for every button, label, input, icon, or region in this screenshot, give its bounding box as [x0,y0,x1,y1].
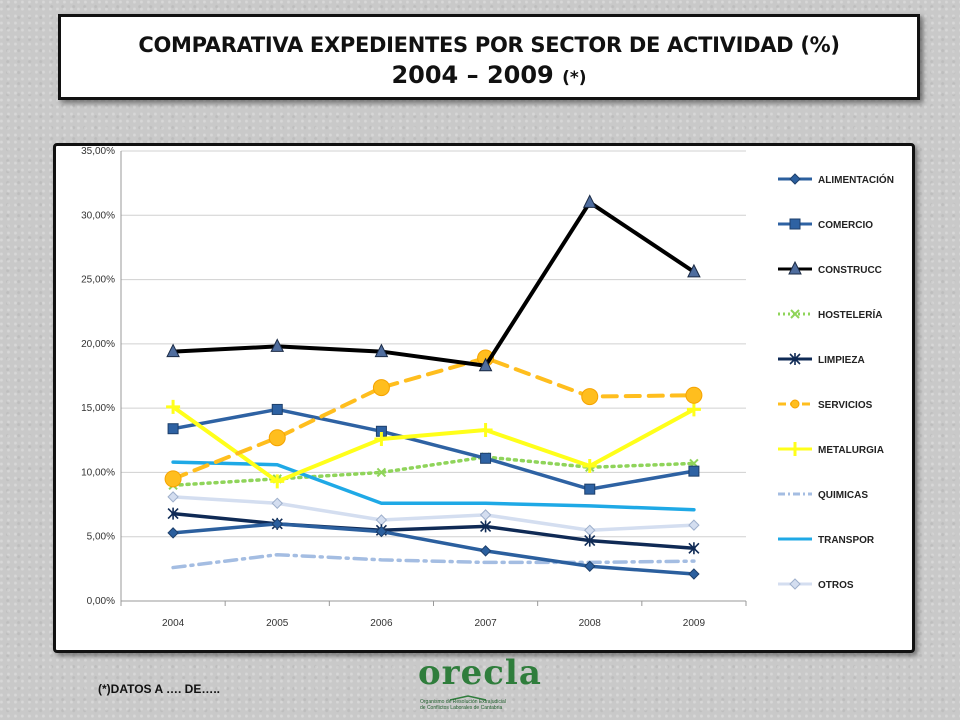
logo-chevron-icon [449,695,487,701]
legend-marker [789,173,801,185]
legend-marker [790,309,800,319]
logo-subtitle-line1: Organismo de Resolución Extrajudicial [420,699,506,705]
data-point [478,423,493,437]
data-point [584,483,596,495]
legend-label: LIMPIEZA [818,355,865,366]
x-tick-label: 2008 [579,618,602,629]
data-point [271,403,283,415]
series-line [171,522,696,576]
data-point [584,534,596,547]
logo-wordmark: orecla [418,653,542,693]
data-point [374,343,389,358]
data-point [374,432,389,446]
data-point [270,338,285,352]
orecla-logo: orecla Organismo de Resolución Extrajudi… [412,653,542,719]
y-tick-label: 0,00% [87,596,115,607]
x-tick-label: 2005 [266,618,289,629]
data-point [479,509,492,521]
data-point [582,194,597,208]
data-point [167,507,179,520]
title-box: COMPARATIVA EXPEDIENTES POR SECTOR DE AC… [58,14,920,100]
logo-subtitle-line2: de Conflictos Laborales de Cantabria [420,705,503,711]
x-tick-label: 2009 [683,618,706,629]
y-tick-label: 25,00% [81,275,115,286]
line-chart: 0,00% 5,00% 10,00% 15,00% 20,00% 25,00% 30,00%… [81,146,894,629]
data-point [581,388,599,406]
y-tick-label: 5,00% [87,532,115,543]
data-point [582,459,597,473]
data-point [479,545,492,557]
data-point [478,357,493,372]
x-tick-label: 2007 [474,618,497,629]
x-tick-label: 2004 [162,618,185,629]
series-line [171,495,696,533]
data-point [584,524,596,536]
data-point [685,386,703,404]
data-point [688,542,700,555]
footnote: (*)DATOS A …. DE….. [98,682,221,696]
chart-frame: 0,00% 5,00% 10,00% 15,00% 20,00% 25,00% 30,00%… [53,143,915,653]
data-point [688,465,700,477]
data-point [688,519,700,531]
legend-marker [789,218,801,230]
logo-subtitle: Organismo de Resolución Extrajudicial de… [420,699,506,711]
series-line [171,356,696,481]
data-point [271,497,283,509]
series-line [171,407,696,491]
title-note-marker: (*) [562,68,587,88]
data-point [375,514,388,526]
series-line [171,460,696,512]
data-point [686,402,701,417]
legend-label: HOSTELERÍA [818,308,882,321]
data-point [376,467,387,478]
data-point [164,470,182,488]
data-point [268,429,286,447]
y-tick-label: 20,00% [81,339,115,350]
data-point [372,379,390,397]
y-tick-label: 15,00% [81,403,115,414]
legend-marker [789,578,801,590]
legend-marker [790,399,800,409]
y-tick-label: 30,00% [81,210,115,221]
data-point [166,399,181,414]
data-point [167,527,179,539]
legend-label: CONSTRUCC [818,265,882,276]
data-point [166,343,180,358]
series-line [171,552,696,570]
data-point [688,568,700,580]
series-line [171,200,696,368]
x-tick-label: 2006 [370,618,393,629]
y-tick-label: 35,00% [81,146,115,157]
legend-label: ALIMENTACIÓN [818,173,894,186]
legend-marker [788,260,802,275]
chart-title: COMPARATIVA EXPEDIENTES POR SECTOR DE AC… [138,33,840,57]
y-tick-label: 10,00% [81,467,115,478]
data-point [270,474,285,489]
series-line [171,404,696,484]
data-point [375,525,388,538]
data-point [271,518,283,530]
legend-marker [788,442,802,456]
year-range: 2004 – 2009 [391,61,554,89]
data-point [480,520,492,533]
legend-label: METALURGIA [818,445,884,456]
data-point [687,263,701,278]
legend-marker [789,353,801,365]
data-point [167,491,179,503]
series-line [171,455,696,488]
legend-label: TRANSPOR [818,535,875,546]
series-line [171,511,696,551]
legend-label: OTROS [818,580,854,591]
data-point [584,560,596,572]
legend-label: QUIMICAS [818,490,868,501]
legend-label: COMERCIO [818,220,873,231]
data-point [167,423,179,435]
chart-subtitle: 2004 – 2009 (*) [61,61,917,89]
data-point [480,452,492,464]
legend-label: SERVICIOS [818,400,873,411]
